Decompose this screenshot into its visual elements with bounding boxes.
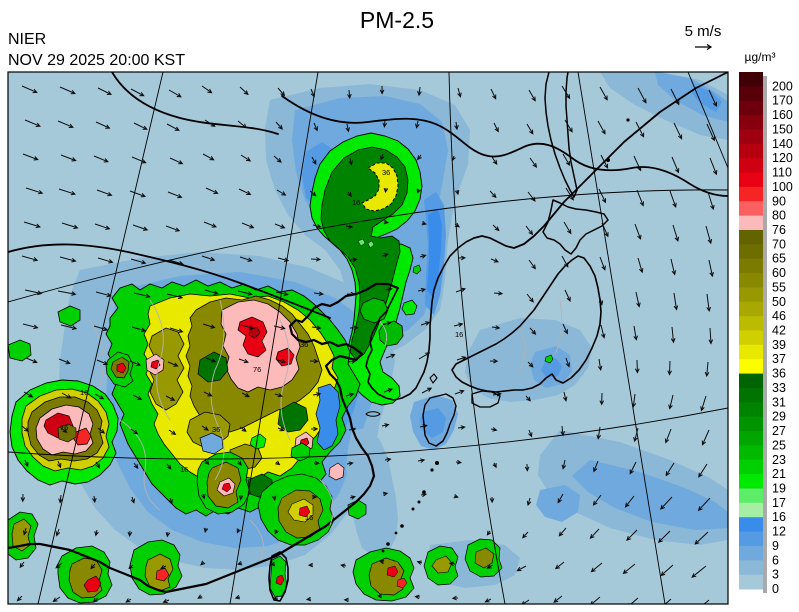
colorbar-segment bbox=[739, 344, 763, 360]
colorbar-tick-label: 39 bbox=[772, 338, 786, 352]
colorbar-segment bbox=[739, 100, 763, 116]
map-frame bbox=[7, 71, 729, 605]
colorbar-tick-label: 110 bbox=[772, 166, 792, 180]
colorbar-segment bbox=[739, 531, 763, 547]
colorbar-segment bbox=[739, 143, 763, 159]
agency-label: NIER bbox=[8, 31, 46, 48]
colorbar-tick-label: 17 bbox=[772, 496, 786, 510]
colorbar-segment bbox=[739, 416, 763, 432]
map-plot-area: 16 36 76 36 16 16 36 16 76 16 bbox=[8, 72, 728, 604]
colorbar-tick-label: 6 bbox=[772, 553, 779, 567]
small-islands bbox=[381, 118, 630, 553]
svg-text:16: 16 bbox=[455, 330, 463, 339]
colorbar-tick-label: 76 bbox=[772, 223, 786, 237]
colorbar-tick-label: 29 bbox=[772, 410, 786, 424]
colorbar-tick-label: 25 bbox=[772, 438, 786, 452]
svg-text:76: 76 bbox=[60, 423, 68, 432]
colorbar-tick-label: 16 bbox=[772, 510, 786, 524]
colorbar-segment bbox=[739, 445, 763, 461]
colorbar-segment bbox=[739, 72, 763, 87]
colorbar-segment bbox=[739, 574, 763, 590]
colorbar-tick-label: 9 bbox=[772, 539, 779, 553]
colorbar-tick-label: 70 bbox=[772, 237, 786, 251]
colorbar-segment bbox=[739, 502, 763, 518]
svg-text:36: 36 bbox=[212, 425, 220, 434]
colorbar-tick-label: 200 bbox=[772, 79, 793, 93]
colorbar-segment bbox=[739, 115, 763, 130]
colorbar-segment bbox=[739, 560, 763, 576]
colorbar-unit-label: µg/m³ bbox=[745, 50, 776, 64]
colorbar-tick-label: 120 bbox=[772, 151, 793, 165]
colorbar-segment bbox=[739, 545, 763, 561]
colorbar-tick-label: 150 bbox=[772, 122, 793, 136]
svg-text:36: 36 bbox=[382, 168, 390, 177]
colorbar-segment bbox=[739, 459, 763, 475]
colorbar-tick-label: 31 bbox=[772, 395, 786, 409]
colorbar-segment bbox=[739, 402, 763, 418]
colorbar-tick-label: 42 bbox=[772, 324, 786, 338]
colorbar-tick-label: 90 bbox=[772, 194, 786, 208]
colorbar-tick-label: 140 bbox=[772, 137, 793, 151]
colorbar-tick-label: 33 bbox=[772, 381, 786, 395]
coastlines bbox=[8, 72, 728, 602]
colorbar-segment bbox=[739, 431, 763, 446]
colorbar-tick-label: 60 bbox=[772, 266, 786, 280]
svg-text:16: 16 bbox=[180, 465, 188, 474]
colorbar-tick-label: 12 bbox=[772, 525, 786, 539]
colorbar-tick-label: 50 bbox=[772, 295, 786, 309]
colorbar-tick-label: 3 bbox=[772, 568, 779, 582]
colorbar-tick-label: 80 bbox=[772, 209, 786, 223]
colorbar-segment bbox=[739, 186, 763, 202]
colorbar-segment bbox=[739, 330, 763, 346]
svg-text:76: 76 bbox=[253, 365, 261, 374]
colorbar-segment bbox=[739, 474, 763, 489]
colorbar-segment bbox=[739, 517, 763, 533]
colorbar-tick-label: 55 bbox=[772, 280, 786, 294]
wind-vector-arrows bbox=[16, 85, 718, 604]
colorbar-tick-label: 46 bbox=[772, 309, 786, 323]
svg-text:16: 16 bbox=[305, 513, 313, 522]
colorbar-tick-label: 23 bbox=[772, 453, 786, 467]
colorbar-tick-label: 36 bbox=[772, 367, 786, 381]
colorbar-segment bbox=[739, 301, 763, 317]
colorbar-segment bbox=[739, 287, 763, 303]
colorbar-segment bbox=[739, 229, 763, 245]
colorbar: 2001701601501401201101009080767065605550… bbox=[739, 72, 793, 596]
colorbar-segment bbox=[739, 129, 763, 145]
colorbar-segment bbox=[739, 158, 763, 174]
colorbar-segment bbox=[739, 172, 763, 188]
colorbar-shadow bbox=[763, 76, 767, 593]
colorbar-segment bbox=[739, 273, 763, 288]
colorbar-segment bbox=[739, 201, 763, 217]
colorbar-segment bbox=[739, 488, 763, 504]
wind-reference-arrow-icon bbox=[695, 43, 713, 51]
colorbar-tick-label: 100 bbox=[772, 180, 793, 194]
colorbar-tick-label: 27 bbox=[772, 424, 786, 438]
svg-text:36: 36 bbox=[300, 340, 308, 349]
colorbar-segment bbox=[739, 316, 763, 331]
colorbar-segment bbox=[739, 373, 763, 389]
colorbar-segment bbox=[739, 359, 763, 375]
page-title: PM-2.5 bbox=[360, 7, 434, 33]
svg-text:16: 16 bbox=[352, 198, 360, 207]
colorbar-segment bbox=[739, 258, 763, 274]
colorbar-segment bbox=[739, 215, 763, 231]
colorbar-tick-label: 160 bbox=[772, 108, 793, 122]
svg-text:16: 16 bbox=[80, 388, 88, 397]
colorbar-tick-label: 65 bbox=[772, 252, 786, 266]
colorbar-segment bbox=[739, 86, 763, 102]
contour-value-labels: 16 36 76 36 16 16 36 16 76 16 bbox=[60, 168, 463, 522]
colorbar-tick-label: 21 bbox=[772, 467, 786, 481]
colorbar-tick-label: 170 bbox=[772, 94, 793, 108]
colorbar-tick-label: 0 bbox=[772, 582, 779, 596]
colorbar-tick-label: 37 bbox=[772, 352, 786, 366]
colorbar-tick-label: 19 bbox=[772, 481, 786, 495]
colorbar-segment bbox=[739, 244, 763, 260]
datetime-label: NOV 29 2025 20:00 KST bbox=[8, 52, 185, 69]
colorbar-segment bbox=[739, 387, 763, 403]
wind-reference-label: 5 m/s bbox=[685, 23, 722, 40]
